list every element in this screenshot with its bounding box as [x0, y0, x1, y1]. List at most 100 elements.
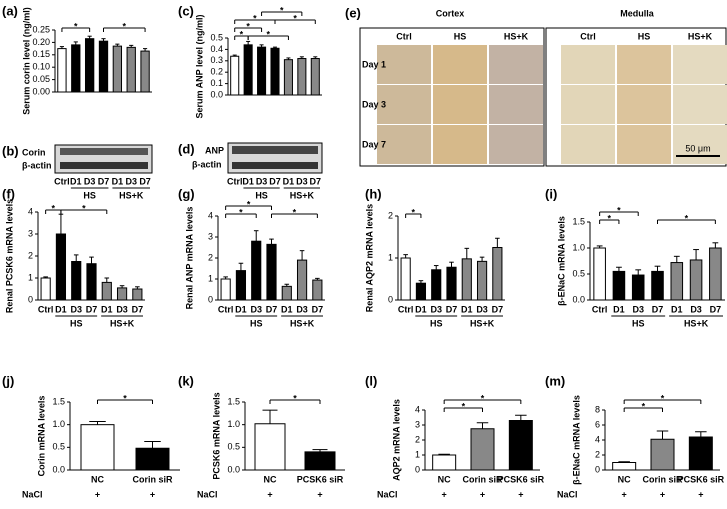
- row-mark: +: [267, 489, 272, 499]
- x-tick-label: D7: [652, 304, 664, 314]
- bar: [98, 40, 109, 93]
- bar: [40, 277, 51, 301]
- significance: *: [280, 5, 284, 15]
- micrograph: [433, 85, 487, 124]
- group-label: HS+K: [684, 318, 709, 328]
- bar: [688, 436, 713, 471]
- significance: *: [462, 401, 466, 411]
- bar: [312, 279, 323, 301]
- bar: [612, 462, 637, 471]
- micrograph: [673, 125, 727, 164]
- panel-label: (k): [178, 373, 194, 388]
- y-tick-label: 0.25: [32, 24, 50, 34]
- y-tick-label: 1: [388, 252, 393, 262]
- group-label: HS: [70, 318, 83, 328]
- y-axis-label: β-ENaC mRNA levels: [571, 395, 581, 485]
- x-tick-label: D1: [283, 176, 295, 186]
- micrograph: [489, 125, 543, 164]
- y-axis-label: Serum corin level (ng/ml): [21, 7, 31, 115]
- panel-label: (i): [545, 186, 557, 201]
- x-tick-label: D1: [235, 304, 247, 314]
- x-tick-label: D3: [84, 176, 96, 186]
- y-tick-label: 1.5: [572, 216, 585, 226]
- y-tick-label: 3: [28, 228, 33, 238]
- panel-label: (d): [178, 141, 195, 156]
- y-axis-label: AQP2 mRNA levels: [391, 399, 401, 481]
- x-tick-label: D1: [461, 304, 473, 314]
- y-tick-label: 8: [595, 404, 600, 414]
- y-tick-label: 1.0: [52, 419, 65, 429]
- row-mark: +: [442, 489, 447, 499]
- x-tick-label: D3: [690, 304, 702, 314]
- panel-label: (m): [545, 373, 565, 388]
- bar: [461, 258, 472, 301]
- x-tick-label: D7: [492, 304, 504, 314]
- bar: [400, 257, 411, 301]
- y-axis-label: Corin mRNA levels: [36, 396, 46, 477]
- y-axis-label: Renal ANP mRNA levels: [184, 207, 194, 310]
- micrograph: [489, 85, 543, 124]
- row-label: Day 1: [362, 59, 386, 69]
- blot-label: β-actin: [22, 160, 52, 170]
- significance: *: [617, 205, 621, 215]
- significance: *: [293, 393, 297, 403]
- bar: [508, 420, 533, 471]
- x-tick-label: D7: [446, 304, 458, 314]
- y-tick-label: 4: [415, 404, 420, 414]
- bar: [476, 260, 488, 301]
- y-tick-label: 3: [415, 419, 420, 429]
- blot-band: [60, 148, 148, 155]
- y-tick-label: 1.0: [572, 242, 585, 252]
- bar: [266, 243, 277, 301]
- row-label: NaCl: [377, 489, 398, 499]
- row-mark: +: [480, 489, 485, 499]
- y-tick-label: 0.0: [52, 464, 65, 474]
- y-tick-label: 1.0: [227, 419, 240, 429]
- panel-label: (a): [2, 3, 18, 18]
- significance: *: [253, 13, 257, 23]
- x-tick-label: D1: [613, 304, 625, 314]
- row-label: Day 3: [362, 99, 386, 109]
- micrograph: [617, 45, 671, 84]
- section-title: Cortex: [436, 8, 465, 18]
- y-tick-label: 0.0: [572, 294, 585, 304]
- panel-label: (g): [178, 186, 195, 201]
- x-tick-label: D1: [242, 176, 254, 186]
- x-tick-label: Corin siR: [132, 474, 173, 484]
- x-tick-label: D3: [430, 304, 442, 314]
- x-tick-label: PCSK6 siR: [678, 474, 725, 484]
- y-tick-label: 2: [28, 250, 33, 260]
- group-label: HS: [632, 318, 645, 328]
- row-mark: +: [622, 489, 627, 499]
- significance: *: [661, 393, 665, 403]
- micrograph: [377, 45, 431, 84]
- bar: [243, 44, 253, 96]
- bar: [670, 262, 684, 301]
- x-tick-label: D3: [632, 304, 644, 314]
- panel-label: (c): [178, 3, 194, 18]
- blot-band: [232, 162, 318, 169]
- significance: *: [247, 199, 251, 209]
- y-tick-label: 1.5: [52, 396, 65, 406]
- significance: *: [82, 203, 86, 213]
- x-tick-label: Ctrl: [38, 304, 54, 314]
- group-label: HS+K: [119, 190, 144, 200]
- y-tick-label: 0.5: [572, 268, 585, 278]
- row-mark: +: [698, 489, 703, 499]
- panel-label: (h): [365, 186, 382, 201]
- x-tick-label: PCSK6 siR: [498, 474, 545, 484]
- y-tick-label: 2: [208, 252, 213, 262]
- micrograph: [673, 45, 727, 84]
- significance: *: [293, 13, 297, 23]
- panel-label: (l): [365, 373, 377, 388]
- panel-label: (e): [345, 5, 361, 20]
- x-tick-label: D1: [671, 304, 683, 314]
- bar: [235, 270, 247, 301]
- blot-band: [60, 162, 148, 169]
- y-tick-label: 0: [415, 464, 420, 474]
- significance: *: [267, 29, 271, 39]
- y-tick-label: 4: [595, 434, 600, 444]
- bar: [304, 451, 336, 471]
- significance: *: [685, 213, 689, 223]
